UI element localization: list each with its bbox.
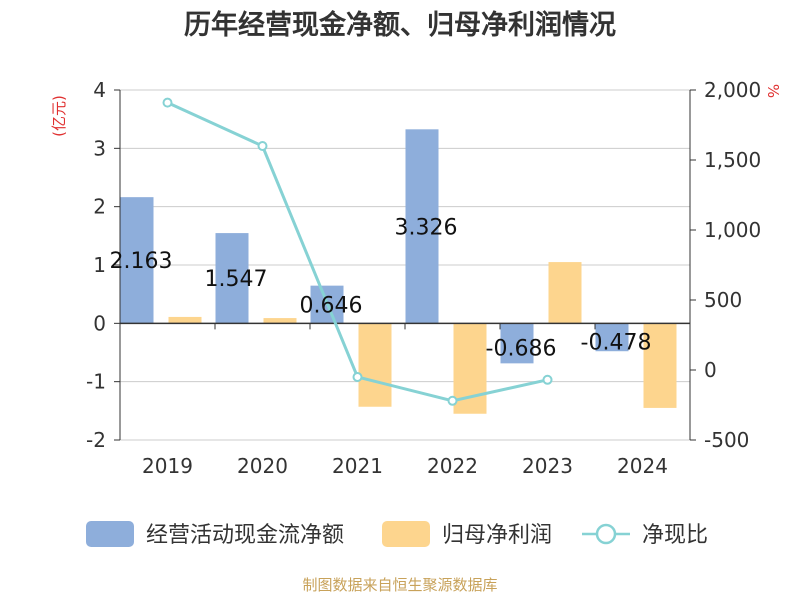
bar-net-profit [643,323,677,408]
data-label-cashflow: 0.646 [300,293,363,318]
y-left-tick-label: 0 [93,311,106,335]
bar-cashflow [595,323,629,352]
legend-item[interactable]: 净现比 [582,523,708,548]
axes: -2 -1 0 1 2 3 4 -500 0 500 1,000 1,500 2,000 2019 2020… [86,78,761,478]
line-point [352,372,363,382]
x-tick-label: 2019 [142,454,193,478]
y-left-tick-label: 1 [93,253,106,277]
x-tick-label: 2021 [332,454,383,478]
x-tick-label: 2022 [427,454,478,478]
y-right-tick-label: 1,000 [704,218,761,242]
y-right-axis-label: % [764,84,782,98]
y-left-tick-label: -1 [86,370,106,394]
x-tick-label: 2020 [237,454,288,478]
source-note: 制图数据来自恒生聚源数据库 [302,576,497,594]
y-left-tick-label: 2 [93,195,106,219]
legend-swatch [382,521,430,547]
data-label-cashflow: -0.478 [581,330,652,355]
bar-cashflow [405,129,439,324]
x-tick-label: 2023 [522,454,573,478]
legend-label: 归母净利润 [442,523,552,548]
y-right-tick-label: 1,500 [704,148,761,172]
bar-net-profit [168,316,202,324]
y-left-tick-label: -2 [86,428,106,452]
legend-label: 净现比 [642,523,708,548]
line-series [162,97,553,406]
bar-net-profit [548,262,582,324]
data-label-cashflow: -0.686 [486,336,557,361]
data-labels: 2.163 1.547 0.646 3.326 -0.686 -0.478 [110,215,652,361]
bar-net-profit [358,323,392,407]
data-label-cashflow: 1.547 [205,267,268,292]
line-point [162,97,173,108]
y-right-tick-label: 2,000 [704,78,761,102]
x-tick-label: 2024 [617,454,668,478]
legend-marker [595,523,617,545]
y-left-tick-label: 3 [93,136,106,160]
bar-cashflow [120,197,154,324]
bars [120,129,677,414]
bar-cashflow [215,233,249,324]
y-left-axis-label: (亿元) [50,95,68,137]
y-right-tick-label: -500 [704,428,749,452]
line-point [447,395,458,406]
y-right-tick-label: 500 [704,288,742,312]
data-label-cashflow: 2.163 [110,249,173,274]
legend[interactable]: 经营活动现金流净额 归母净利润 净现比 [86,521,708,548]
bar-net-profit [263,318,297,324]
legend-swatch [86,521,134,547]
y-left-tick-label: 4 [93,78,106,102]
line-point [257,141,268,151]
line-point [542,374,553,385]
data-label-cashflow: 3.326 [395,215,458,240]
legend-label: 经营活动现金流净额 [146,523,344,548]
legend-item[interactable]: 经营活动现金流净额 [86,521,344,548]
bar-cashflow [500,323,534,364]
y-right-tick-label: 0 [704,358,717,382]
legend-item[interactable]: 归母净利润 [382,521,552,548]
chart-title: 历年经营现金净额、归母净利润情况 [184,9,616,41]
